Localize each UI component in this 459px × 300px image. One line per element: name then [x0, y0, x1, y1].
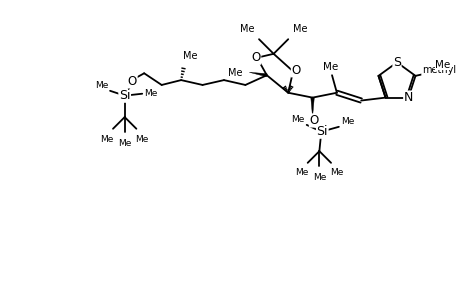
- Text: Me: Me: [323, 62, 338, 72]
- Polygon shape: [310, 98, 313, 117]
- Text: Me: Me: [135, 135, 149, 144]
- Text: Me: Me: [312, 172, 325, 182]
- Text: O: O: [251, 51, 260, 64]
- Text: Me: Me: [228, 68, 242, 78]
- Text: O: O: [309, 114, 318, 127]
- Text: Me: Me: [330, 168, 343, 177]
- Text: S: S: [392, 56, 400, 69]
- Text: Me: Me: [340, 117, 353, 126]
- Polygon shape: [249, 72, 267, 77]
- Text: O: O: [128, 75, 137, 88]
- Text: Me: Me: [95, 81, 108, 90]
- Text: methyl: methyl: [421, 65, 455, 76]
- Text: Me: Me: [291, 115, 304, 124]
- Text: Me: Me: [295, 168, 308, 177]
- Text: N: N: [403, 91, 412, 104]
- Text: Me: Me: [292, 24, 307, 34]
- Text: Me: Me: [144, 89, 157, 98]
- Text: Me: Me: [100, 135, 114, 144]
- Text: O: O: [291, 64, 300, 77]
- Text: Me: Me: [239, 24, 253, 34]
- Text: Me: Me: [434, 59, 449, 70]
- Text: Me: Me: [183, 51, 197, 61]
- Text: Me: Me: [118, 140, 131, 148]
- Text: Si: Si: [119, 89, 130, 102]
- Text: Si: Si: [316, 125, 327, 138]
